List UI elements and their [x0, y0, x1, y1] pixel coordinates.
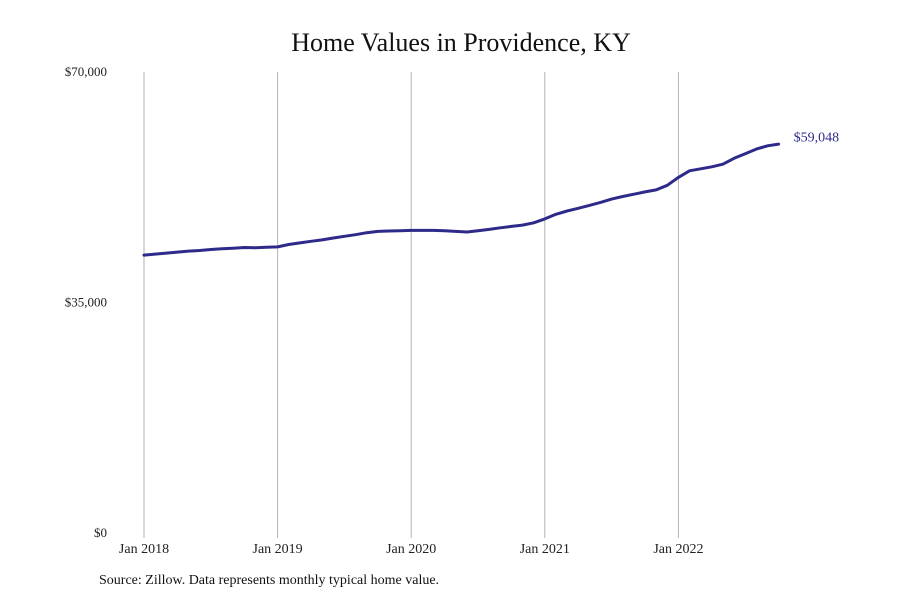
x-tick-label: Jan 2019 — [253, 542, 303, 557]
y-axis-ticks: $70,000 $35,000 $0 — [65, 64, 107, 540]
y-tick-label: $0 — [94, 525, 107, 540]
y-tick-label: $35,000 — [65, 294, 107, 309]
series-layer: $59,048 — [142, 130, 840, 257]
x-tick-label: Jan 2020 — [386, 542, 436, 557]
x-axis-ticks: Jan 2018 Jan 2019 Jan 2020 Jan 2021 Jan 2022 — [119, 542, 704, 557]
gridlines — [143, 72, 679, 538]
x-tick-label: Jan 2021 — [520, 542, 570, 557]
chart-title: Home Values in Providence, KY — [291, 28, 631, 57]
x-tick-label: Jan 2018 — [119, 542, 169, 557]
end-value-label: $59,048 — [794, 130, 840, 145]
y-tick-label: $70,000 — [65, 64, 107, 79]
x-tick-label: Jan 2022 — [653, 542, 703, 557]
series-line — [142, 142, 781, 257]
source-note: Source: Zillow. Data represents monthly … — [99, 573, 440, 588]
